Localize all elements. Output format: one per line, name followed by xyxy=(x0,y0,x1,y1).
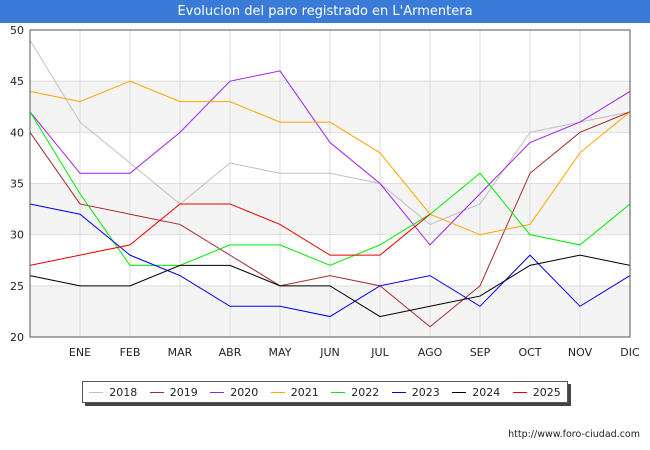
legend-item-2019: 2019 xyxy=(149,385,198,399)
series-line-2022 xyxy=(29,111,631,266)
legend-swatch xyxy=(149,391,164,393)
x-tick-label: FEB xyxy=(120,346,141,359)
series-line-2023 xyxy=(29,203,631,318)
legend-item-2023: 2023 xyxy=(391,385,440,399)
legend-item-2018: 2018 xyxy=(89,386,137,399)
y-tick-label: 45 xyxy=(10,75,24,88)
series-line-2025 xyxy=(29,203,431,266)
series-line-2018 xyxy=(29,39,631,226)
legend-label: 2025 xyxy=(532,385,561,399)
x-tick-label: ENE xyxy=(69,346,91,359)
legend: 2018 2019 2020 2021 2022 2023 2024 2025 xyxy=(82,381,568,403)
legend-label: 2021 xyxy=(290,385,319,399)
x-tick-label: DIC xyxy=(620,346,640,359)
x-tick-label: AGO xyxy=(418,346,443,359)
y-tick-label: 25 xyxy=(10,280,24,293)
y-tick-label: 50 xyxy=(10,24,24,37)
x-tick-label: MAR xyxy=(168,346,193,359)
series-lines xyxy=(29,39,631,328)
legend-label: 2023 xyxy=(411,385,440,399)
y-axis-ticks: 20 25 30 35 40 45 50 xyxy=(10,24,24,344)
y-tick-label: 20 xyxy=(10,331,24,344)
series-line-2024 xyxy=(29,254,631,318)
legend-label: 2018 xyxy=(109,385,138,399)
x-axis-ticks: ENE FEB MAR ABR MAY JUN JUL AGO SEP OCT NOV DIC xyxy=(69,346,640,359)
footer-url: http://www.foro-ciudad.com xyxy=(508,429,640,440)
legend-item-2021: 2021 xyxy=(270,385,319,399)
series-line-2020 xyxy=(29,70,631,246)
legend-swatch xyxy=(210,391,225,393)
legend-swatch xyxy=(89,391,104,393)
x-tick-label: OCT xyxy=(518,346,541,359)
legend-swatch xyxy=(512,391,527,393)
y-tick-label: 35 xyxy=(10,178,24,191)
legend-item-2025: 2025 xyxy=(512,385,561,399)
legend-swatch xyxy=(391,391,406,393)
chart-title: Evolucion del paro registrado en L'Armen… xyxy=(0,0,650,23)
series-line-2021 xyxy=(29,80,631,236)
legend-swatch xyxy=(452,391,467,393)
legend-swatch xyxy=(331,391,346,393)
legend-swatch xyxy=(270,391,285,393)
x-tick-label: JUN xyxy=(319,346,340,359)
x-tick-label: SEP xyxy=(470,346,491,359)
legend-label: 2022 xyxy=(351,385,380,399)
legend-item-2024: 2024 xyxy=(452,386,500,399)
legend-label: 2020 xyxy=(230,385,259,399)
x-tick-label: MAY xyxy=(269,346,292,359)
legend-label: 2019 xyxy=(169,385,198,399)
series-line-2019 xyxy=(29,111,631,328)
legend-item-2022: 2022 xyxy=(331,386,379,399)
y-tick-label: 40 xyxy=(10,126,24,139)
x-tick-label: JUL xyxy=(370,346,389,359)
y-tick-label: 30 xyxy=(10,229,24,242)
plot-frame xyxy=(29,29,631,338)
x-tick-label: ABR xyxy=(219,346,242,359)
x-tick-label: NOV xyxy=(568,346,593,359)
legend-label: 2024 xyxy=(472,385,501,399)
legend-item-2020: 2020 xyxy=(210,386,258,399)
